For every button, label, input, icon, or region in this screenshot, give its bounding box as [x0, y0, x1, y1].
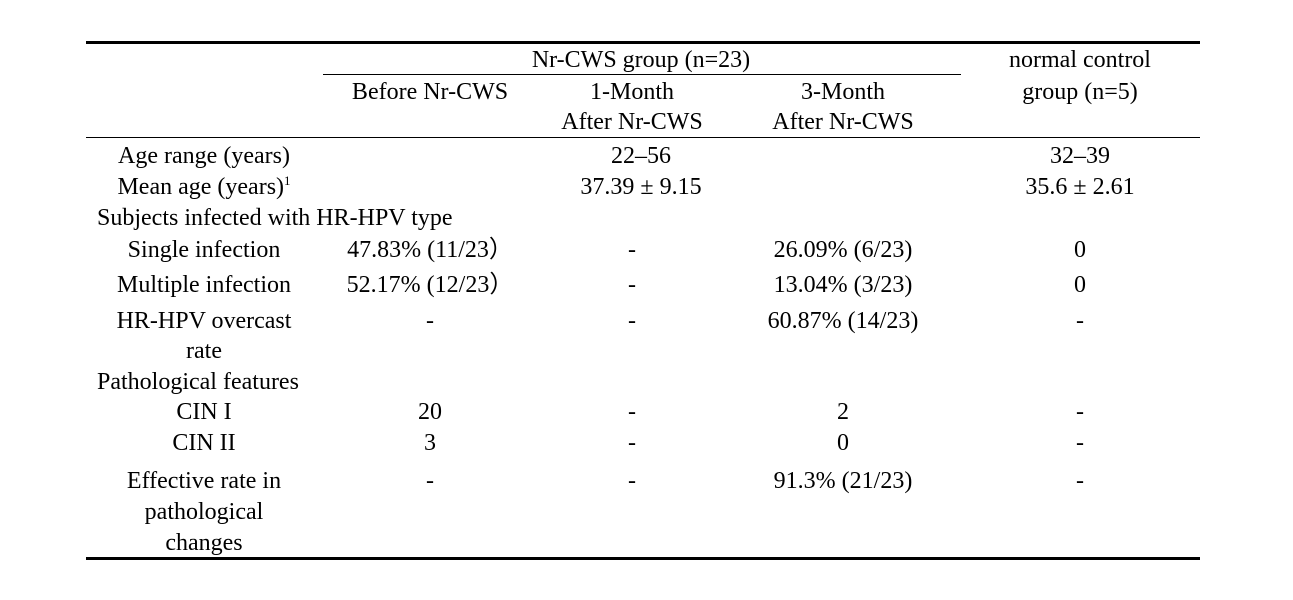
cell-overcast-3m: 60.87% (14/23) [767, 308, 919, 334]
cell-cin2-before: 3 [424, 430, 436, 456]
section-label-pathological: Pathological features [97, 369, 299, 395]
cell-single-1m: - [628, 237, 636, 263]
cell-multiple-1m: - [628, 272, 636, 298]
cell-single-control: 0 [1074, 237, 1086, 263]
row-label-multiple: Multiple infection [117, 272, 291, 298]
col-header-3month-line2: After Nr-CWS [772, 109, 914, 135]
cell-age-range-control: 32–39 [1050, 143, 1110, 169]
group-underline [323, 74, 961, 75]
cell-overcast-control: - [1076, 308, 1084, 334]
cell-overcast-1m: - [628, 308, 636, 334]
cell-overcast-before: - [426, 308, 434, 334]
cell-effective-3m: 91.3% (21/23) [773, 468, 913, 494]
col-header-control-line2: group (n=5) [1022, 79, 1138, 105]
cell-cin2-control: - [1076, 430, 1084, 456]
cell-single-before: 47.83% (11/23） [347, 237, 513, 263]
mean-age-label-text: Mean age (years) [117, 174, 285, 200]
top-rule [86, 41, 1200, 44]
row-label-cin2: CIN II [172, 430, 236, 456]
cell-single-3m: 26.09% (6/23) [773, 237, 913, 263]
cell-age-range-group: 22–56 [611, 143, 671, 169]
cell-cin1-before: 20 [418, 399, 442, 425]
cell-effective-control: - [1076, 468, 1084, 494]
col-header-before: Before Nr-CWS [351, 79, 509, 105]
row-label-single: Single infection [127, 237, 281, 263]
cell-cin2-3m: 0 [837, 430, 849, 456]
cell-effective-before: - [426, 468, 434, 494]
row-label-mean-age: Mean age (years)1 [117, 172, 290, 202]
row-label-cin1: CIN I [176, 399, 232, 425]
row-label-age-range: Age range (years) [118, 143, 290, 169]
cell-multiple-before: 52.17% (12/23） [346, 272, 514, 298]
row-label-overcast-line2: rate [186, 338, 222, 364]
cell-cin1-control: - [1076, 399, 1084, 425]
cell-cin1-1m: - [628, 399, 636, 425]
group-title: Nr-CWS group (n=23) [531, 47, 751, 73]
section-label-hrhpv: Subjects infected with HR-HPV type [97, 205, 453, 231]
cell-cin1-3m: 2 [837, 399, 849, 425]
cell-mean-age-control: 35.6 ± 2.61 [1025, 174, 1135, 200]
col-header-1month-line2: After Nr-CWS [561, 109, 703, 135]
col-header-3month-line1: 3-Month [801, 79, 885, 105]
cell-multiple-3m: 13.04% (3/23) [773, 272, 913, 298]
bottom-rule [86, 557, 1200, 560]
header-rule [86, 137, 1200, 138]
cell-effective-1m: - [628, 468, 636, 494]
col-header-1month-line1: 1-Month [590, 79, 674, 105]
row-label-effective-line3: changes [165, 530, 243, 556]
row-label-overcast-line1: HR-HPV overcast [116, 308, 292, 334]
cell-cin2-1m: - [628, 430, 636, 456]
col-header-control-line1: normal control [1009, 47, 1151, 73]
row-label-effective-line2: pathological [144, 499, 264, 525]
cell-mean-age-group: 37.39 ± 9.15 [580, 174, 702, 200]
footnote-marker: 1 [284, 173, 291, 188]
cell-multiple-control: 0 [1074, 272, 1086, 298]
row-label-effective-line1: Effective rate in [126, 468, 282, 494]
